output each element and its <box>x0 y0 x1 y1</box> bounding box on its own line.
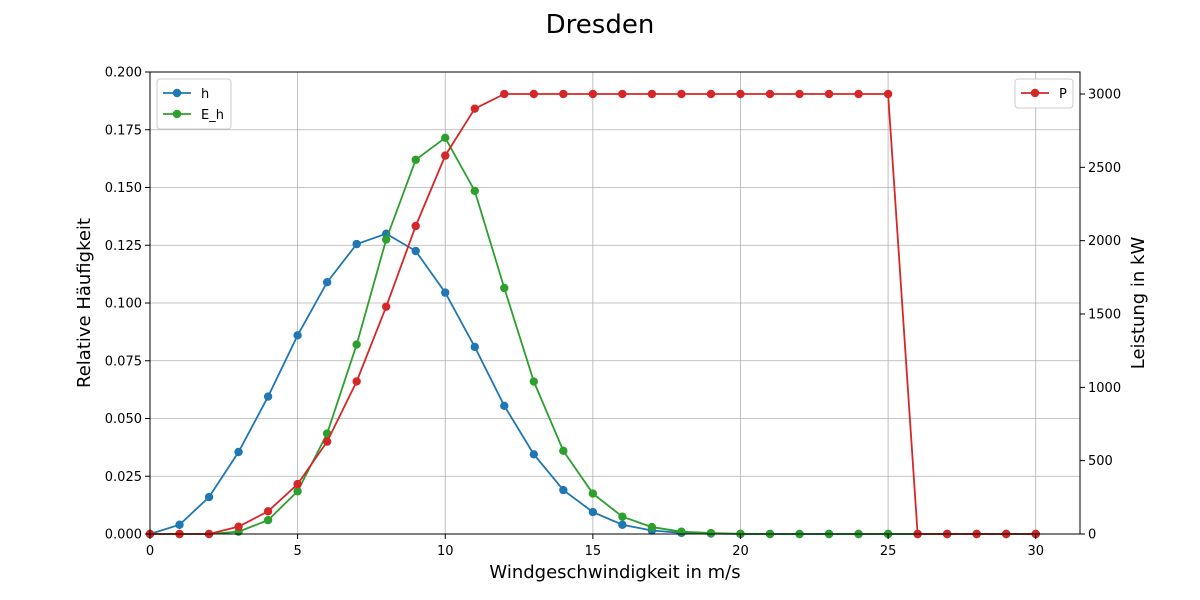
data-point-P <box>824 89 834 99</box>
data-point-P <box>647 89 657 99</box>
y-right-tick-label: 1500 <box>1088 308 1121 323</box>
x-tick-label: 10 <box>437 544 454 559</box>
data-point-P <box>293 479 302 489</box>
y-left-tick-label: 0.075 <box>105 354 142 369</box>
legend-label-E_h: E_h <box>201 108 224 123</box>
legend-label-P: P <box>1059 87 1067 102</box>
data-point-P <box>322 437 332 446</box>
data-point-h <box>559 485 568 495</box>
data-point-P <box>765 89 775 99</box>
y-axis-left-label: Relative Häufigkeit <box>74 218 95 388</box>
data-point-E_h <box>441 133 450 143</box>
data-point-h <box>411 246 420 256</box>
data-point-E_h <box>293 487 302 496</box>
data-point-E_h <box>381 235 391 244</box>
data-point-P <box>618 89 627 99</box>
data-point-E_h <box>559 446 568 456</box>
data-point-P <box>411 221 420 231</box>
data-point-E_h <box>706 528 716 538</box>
y-axis-right-label: Leistung in kW <box>1128 237 1149 370</box>
y-left-tick-label: 0.050 <box>105 412 142 427</box>
y-left-tick-label: 0.175 <box>105 123 142 138</box>
data-point-h <box>529 450 539 459</box>
legend-marker-h <box>172 88 182 98</box>
data-point-h <box>441 288 450 297</box>
data-point-h <box>263 392 273 401</box>
chart-title: Dresden <box>546 10 655 40</box>
data-point-h <box>234 447 243 457</box>
data-point-E_h <box>588 489 598 498</box>
data-point-P <box>529 89 539 99</box>
legend-marker-P <box>1030 88 1040 98</box>
y-right-tick-label: 500 <box>1088 454 1113 469</box>
data-point-E_h <box>411 155 420 164</box>
y-right-tick-label: 3000 <box>1088 88 1121 103</box>
x-axis-label: Windgeschwindigkeit in m/s <box>489 562 740 583</box>
data-point-h <box>500 401 509 410</box>
data-point-P <box>854 89 863 99</box>
data-point-E_h <box>677 527 686 536</box>
data-point-E_h <box>263 515 273 525</box>
data-point-h <box>588 507 598 517</box>
data-point-E_h <box>352 340 361 349</box>
data-point-h <box>322 278 332 287</box>
data-point-E_h <box>470 186 479 196</box>
data-point-P <box>588 89 598 99</box>
data-point-P <box>263 507 273 516</box>
data-point-P <box>795 89 804 99</box>
data-point-h <box>293 331 302 340</box>
data-point-E_h <box>500 283 509 293</box>
data-point-P <box>500 89 509 99</box>
data-point-h <box>175 520 184 529</box>
x-tick-label: 20 <box>732 544 749 559</box>
y-left-tick-label: 0.125 <box>105 239 142 254</box>
data-point-h <box>352 239 361 249</box>
data-point-P <box>883 89 893 99</box>
y-left-tick-label: 0.000 <box>105 528 142 543</box>
data-point-E_h <box>529 377 539 386</box>
ticks: 0 5 10 15 20 25 30 0.000 0.025 0.050 0.075 0.100 0.1… <box>105 66 1121 560</box>
data-point-h <box>618 520 627 529</box>
y-left-tick-label: 0.100 <box>105 297 142 312</box>
data-point-P <box>470 104 479 113</box>
y-left-tick-label: 0.150 <box>105 181 142 196</box>
x-tick-label: 5 <box>293 544 301 559</box>
y-right-tick-label: 2500 <box>1088 161 1121 176</box>
data-point-h <box>470 342 479 352</box>
legend-marker-E_h <box>172 109 182 119</box>
data-point-E_h <box>647 522 657 532</box>
x-tick-label: 0 <box>146 544 154 559</box>
data-point-P <box>736 89 745 99</box>
data-point-E_h <box>618 512 627 521</box>
data-point-P <box>559 89 568 99</box>
data-point-h <box>204 492 214 502</box>
legends: h E_h P <box>156 78 1074 130</box>
grid <box>149 71 1080 535</box>
data-point-P <box>352 377 361 386</box>
y-right-tick-label: 0 <box>1088 528 1096 543</box>
y-left-tick-label: 0.200 <box>105 66 142 81</box>
y-left-tick-label: 0.025 <box>105 470 142 485</box>
data-point-P <box>706 89 716 99</box>
data-point-P <box>381 302 391 311</box>
data-point-P <box>677 89 686 99</box>
x-tick-label: 25 <box>880 544 897 559</box>
data-point-P <box>234 522 243 531</box>
y-right-tick-label: 2000 <box>1088 234 1121 249</box>
legend-label-h: h <box>201 87 209 102</box>
y-right-tick-label: 1000 <box>1088 381 1121 396</box>
x-tick-label: 30 <box>1027 544 1044 559</box>
series-layer <box>145 89 1040 539</box>
x-tick-label: 15 <box>585 544 602 559</box>
data-point-P <box>441 151 450 160</box>
